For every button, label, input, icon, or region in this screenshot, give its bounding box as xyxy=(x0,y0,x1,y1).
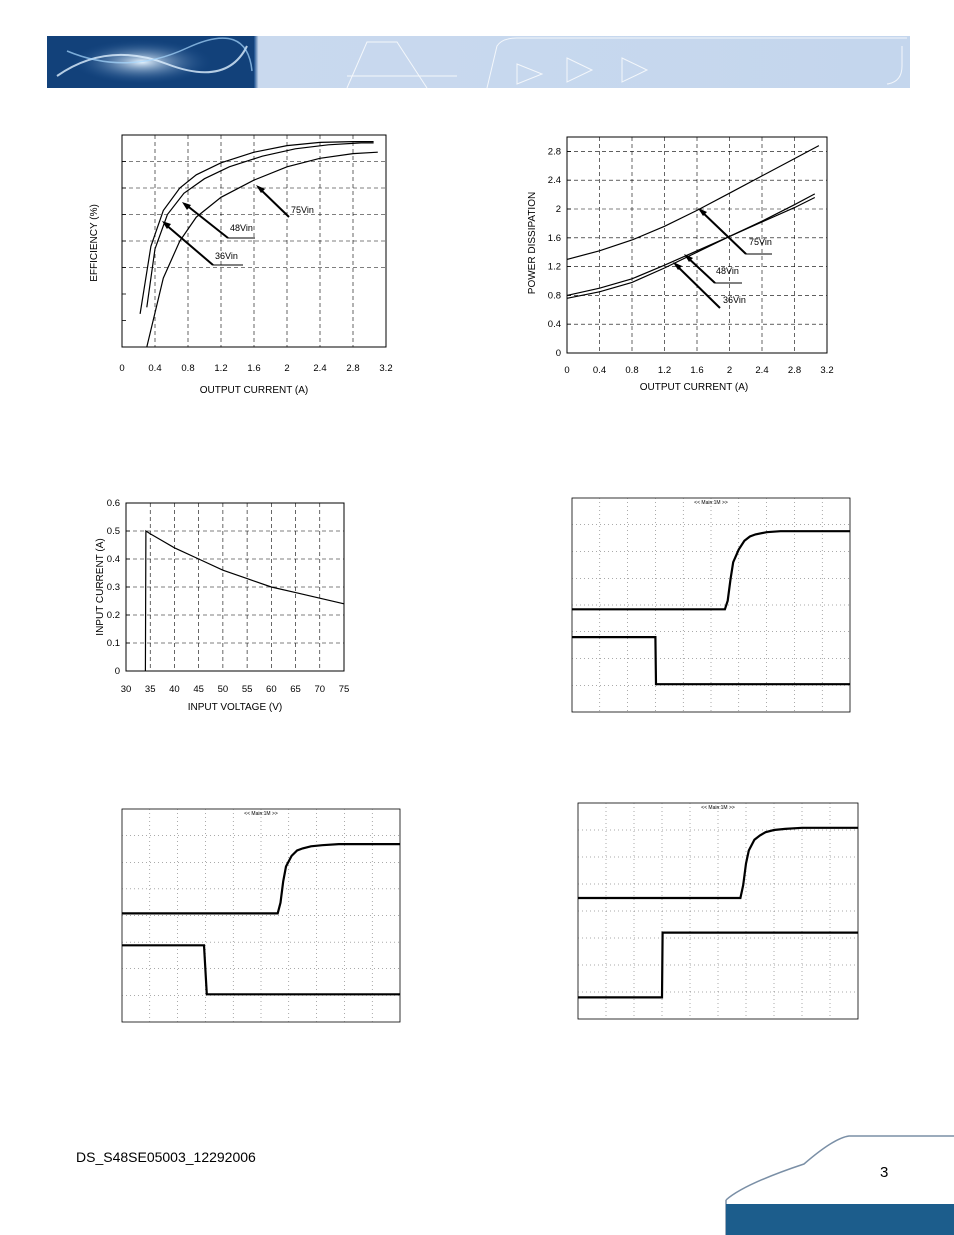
x-tick-label: 60 xyxy=(266,684,277,695)
y-tick-label: 0.8 xyxy=(548,290,561,301)
series-line-36vin xyxy=(139,141,374,314)
x-tick-label: 2.4 xyxy=(313,363,326,374)
y-tick-label: 0.6 xyxy=(107,498,120,509)
y-axis-label: POWER DISSIPATION xyxy=(527,192,538,294)
x-tick-label: 3.2 xyxy=(379,363,392,374)
x-tick-label: 2 xyxy=(284,363,289,374)
y-tick-label: 2.8 xyxy=(548,146,561,157)
scope-trace-1 xyxy=(122,843,400,915)
y-tick-label: 0.4 xyxy=(548,319,561,330)
x-tick-label: 2.4 xyxy=(755,365,768,376)
x-tick-label: 2 xyxy=(727,365,732,376)
x-tick-label: 65 xyxy=(290,684,301,695)
scope-header: << Main:1M >> xyxy=(701,805,735,811)
x-tick-label: 55 xyxy=(242,684,253,695)
label-36vin: 36Vin xyxy=(723,295,746,305)
footer-blue-bar xyxy=(726,1204,954,1235)
y-axis-label: EFFICIENCY (%) xyxy=(89,204,100,282)
scope-header: << Main:1M >> xyxy=(244,811,278,817)
x-tick-label: 1.6 xyxy=(247,363,260,374)
series-line-36vin xyxy=(566,193,816,299)
y-tick-label: 0 xyxy=(115,666,120,677)
power-dissipation-chart: POWER DISSIPATION OUTPUT CURRENT (A) 75V… xyxy=(527,136,834,393)
scope-trace-1 xyxy=(578,826,858,900)
x-tick-label: 0.8 xyxy=(625,365,638,376)
scope-header: << Main:1M >> xyxy=(694,500,728,506)
series-line-75vin xyxy=(566,145,820,260)
label-75vin: 75Vin xyxy=(749,237,772,247)
y-tick-label: 1.2 xyxy=(548,262,561,273)
y-tick-label: 0.5 xyxy=(107,526,120,537)
scope-capture-3: << Main:1M >> xyxy=(577,802,859,1020)
x-tick-label: 50 xyxy=(218,684,229,695)
y-tick-label: 0.1 xyxy=(107,638,120,649)
x-tick-label: 70 xyxy=(314,684,325,695)
scope-screen xyxy=(571,497,851,713)
scope-capture-1: << Main:1M >> xyxy=(571,497,851,713)
x-axis-label: OUTPUT CURRENT (A) xyxy=(200,385,309,396)
page-number: 3 xyxy=(880,1164,889,1181)
x-tick-label: 0 xyxy=(564,365,569,376)
x-tick-label: 40 xyxy=(169,684,180,695)
annotation-48vin: 48Vin xyxy=(182,202,255,239)
series-line-75vin xyxy=(146,151,378,348)
scope-trace-2 xyxy=(122,944,400,996)
y-tick-label: 1.6 xyxy=(548,233,561,244)
x-axis-label: INPUT VOLTAGE (V) xyxy=(188,702,282,713)
scope-trace-2 xyxy=(572,636,850,686)
label-48vin: 48Vin xyxy=(716,266,739,276)
scope-trace-1 xyxy=(572,530,850,611)
y-tick-label: 2.4 xyxy=(548,175,561,186)
y-tick-label: 2 xyxy=(556,204,561,215)
footer-decoration xyxy=(725,1135,954,1235)
x-tick-label: 3.2 xyxy=(820,365,833,376)
y-tick-label: 0.4 xyxy=(107,554,120,565)
y-tick-label: 0.3 xyxy=(107,582,120,593)
label-48vin: 48Vin xyxy=(230,223,253,233)
series-line-48vin xyxy=(566,196,816,296)
annotation-36vin: 36Vin xyxy=(673,262,746,309)
y-axis-label: INPUT CURRENT (A) xyxy=(95,538,106,635)
annotation-75vin: 75Vin xyxy=(256,185,314,218)
annotation-48vin: 48Vin xyxy=(684,254,742,284)
banner-decor-outline xyxy=(346,37,907,88)
scope-trace-2 xyxy=(578,931,858,999)
label-36vin: 36Vin xyxy=(215,251,238,261)
x-axis-label: OUTPUT CURRENT (A) xyxy=(640,382,749,393)
x-tick-label: 30 xyxy=(121,684,132,695)
footer-document-id: DS_S48SE05003_12292006 xyxy=(76,1149,256,1165)
header-banner xyxy=(47,36,910,88)
x-tick-label: 2.8 xyxy=(788,365,801,376)
x-tick-label: 2.8 xyxy=(346,363,359,374)
x-tick-label: 0.4 xyxy=(148,363,161,374)
x-tick-label: 1.2 xyxy=(214,363,227,374)
x-tick-label: 1.6 xyxy=(690,365,703,376)
input-current-chart: INPUT CURRENT (A) INPUT VOLTAGE (V) 30 35… xyxy=(95,498,350,713)
series-line-0 xyxy=(144,529,345,672)
x-tick-label: 0.8 xyxy=(181,363,194,374)
scope-capture-2: << Main:1M >> xyxy=(121,808,401,1023)
x-tick-label: 35 xyxy=(145,684,156,695)
x-tick-label: 75 xyxy=(339,684,350,695)
series-line-48vin xyxy=(146,142,374,308)
y-tick-label: 0.2 xyxy=(107,610,120,621)
x-tick-label: 0.4 xyxy=(593,365,606,376)
x-tick-label: 45 xyxy=(193,684,204,695)
x-tick-label: 1.2 xyxy=(658,365,671,376)
x-tick-label: 0 xyxy=(119,363,124,374)
annotation-75vin: 75Vin xyxy=(698,208,772,255)
y-tick-label: 0 xyxy=(556,348,561,359)
label-75vin: 75Vin xyxy=(291,205,314,215)
efficiency-chart: EFFICIENCY (%) OUTPUT CURRENT (A) 75Vin … xyxy=(89,134,393,396)
